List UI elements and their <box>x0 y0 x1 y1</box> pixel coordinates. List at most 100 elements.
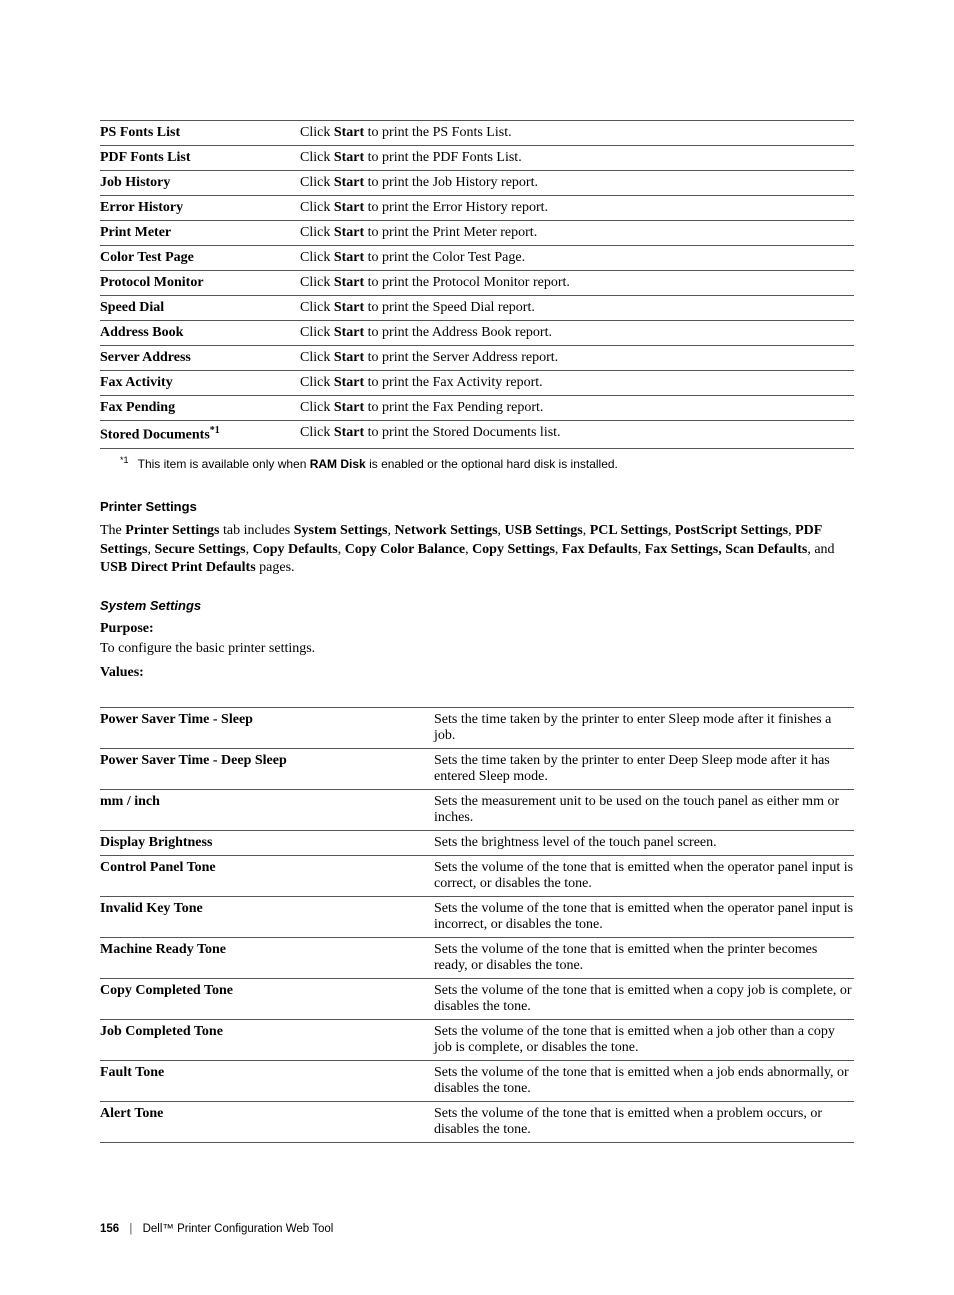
report-desc-post: to print the Stored Documents list. <box>364 425 560 440</box>
report-desc-pre: Click <box>300 250 334 265</box>
ps-t3: , <box>388 523 395 538</box>
settings-row: Job Completed ToneSets the volume of the… <box>100 1020 854 1061</box>
report-desc-bold: Start <box>334 400 364 415</box>
report-row: Fax PendingClick Start to print the Fax … <box>100 396 854 421</box>
purpose-label: Purpose: <box>100 621 854 637</box>
report-row-label: PS Fonts List <box>100 121 300 146</box>
report-desc-post: to print the Error History report. <box>364 200 548 215</box>
settings-row-desc: Sets the volume of the tone that is emit… <box>434 938 854 979</box>
report-desc-bold: Start <box>334 425 364 440</box>
ps-t12: , <box>555 542 562 557</box>
report-row-desc: Click Start to print the Color Test Page… <box>300 246 854 271</box>
settings-row-label: Alert Tone <box>100 1102 434 1143</box>
report-desc-post: to print the Fax Activity report. <box>364 375 542 390</box>
settings-row-label: Copy Completed Tone <box>100 979 434 1020</box>
settings-row: Copy Completed ToneSets the volume of th… <box>100 979 854 1020</box>
report-row: PDF Fonts ListClick Start to print the P… <box>100 146 854 171</box>
report-row-desc: Click Start to print the Error History r… <box>300 196 854 221</box>
ps-t5: , <box>583 523 590 538</box>
ps-t2: tab includes <box>220 523 294 538</box>
report-desc-pre: Click <box>300 200 334 215</box>
report-desc-bold: Start <box>334 275 364 290</box>
report-desc-bold: Start <box>334 225 364 240</box>
ps-b2: System Settings <box>294 523 388 538</box>
ps-b5: PCL Settings <box>590 523 668 538</box>
report-row: Address BookClick Start to print the Add… <box>100 321 854 346</box>
report-row-label: Color Test Page <box>100 246 300 271</box>
settings-row-label: Invalid Key Tone <box>100 897 434 938</box>
ps-b12: Fax Defaults <box>562 542 638 557</box>
report-row-label: Address Book <box>100 321 300 346</box>
system-settings-table: Power Saver Time - SleepSets the time ta… <box>100 707 854 1143</box>
settings-row-desc: Sets the time taken by the printer to en… <box>434 708 854 749</box>
settings-row: mm / inchSets the measurement unit to be… <box>100 790 854 831</box>
settings-row-desc: Sets the time taken by the printer to en… <box>434 749 854 790</box>
report-row: Job HistoryClick Start to print the Job … <box>100 171 854 196</box>
report-desc-post: to print the Job History report. <box>364 175 538 190</box>
report-table: PS Fonts ListClick Start to print the PS… <box>100 120 854 449</box>
report-desc-pre: Click <box>300 150 334 165</box>
report-row-desc: Click Start to print the Job History rep… <box>300 171 854 196</box>
report-desc-pre: Click <box>300 350 334 365</box>
report-desc-post: to print the PDF Fonts List. <box>364 150 522 165</box>
report-row-label: Fax Activity <box>100 371 300 396</box>
page-number: 156 <box>100 1223 119 1235</box>
settings-row-label: Power Saver Time - Sleep <box>100 708 434 749</box>
report-desc-post: to print the Protocol Monitor report. <box>364 275 570 290</box>
footnote-bold: RAM Disk <box>310 457 366 471</box>
ps-b8: Secure Settings <box>154 542 245 557</box>
settings-row-label: Power Saver Time - Deep Sleep <box>100 749 434 790</box>
ps-t4: , <box>498 523 505 538</box>
report-row-desc: Click Start to print the PS Fonts List. <box>300 121 854 146</box>
settings-row-label: Control Panel Tone <box>100 856 434 897</box>
report-row-label: Server Address <box>100 346 300 371</box>
ps-b11: Copy Settings <box>472 542 555 557</box>
settings-row-desc: Sets the volume of the tone that is emit… <box>434 1102 854 1143</box>
report-desc-bold: Start <box>334 250 364 265</box>
printer-settings-heading: Printer Settings <box>100 499 854 514</box>
ps-b4: USB Settings <box>505 523 583 538</box>
report-desc-pre: Click <box>300 125 334 140</box>
ps-b14: USB Direct Print Defaults <box>100 560 256 575</box>
report-row: Protocol MonitorClick Start to print the… <box>100 271 854 296</box>
report-row: Stored Documents*1Click Start to print t… <box>100 421 854 449</box>
settings-row-label: Job Completed Tone <box>100 1020 434 1061</box>
settings-row: Power Saver Time - Deep SleepSets the ti… <box>100 749 854 790</box>
footer-title: Dell™ Printer Configuration Web Tool <box>143 1223 334 1235</box>
ps-t1: The <box>100 523 125 538</box>
ps-t14: , and <box>807 542 834 557</box>
report-row-desc: Click Start to print the Stored Document… <box>300 421 854 449</box>
ps-b9: Copy Defaults <box>253 542 338 557</box>
report-row-label: Stored Documents*1 <box>100 421 300 449</box>
settings-row-desc: Sets the volume of the tone that is emit… <box>434 1020 854 1061</box>
report-row-desc: Click Start to print the Protocol Monito… <box>300 271 854 296</box>
report-desc-bold: Start <box>334 375 364 390</box>
report-desc-bold: Start <box>334 175 364 190</box>
values-label: Values: <box>100 665 854 681</box>
settings-row: Invalid Key ToneSets the volume of the t… <box>100 897 854 938</box>
report-row-label: PDF Fonts List <box>100 146 300 171</box>
report-desc-bold: Start <box>334 325 364 340</box>
report-footnote: *1 This item is available only when RAM … <box>100 449 854 471</box>
ps-t11: , <box>465 542 472 557</box>
report-desc-pre: Click <box>300 225 334 240</box>
ps-t9: , <box>246 542 253 557</box>
report-row-sup: *1 <box>210 425 220 436</box>
report-row: PS Fonts ListClick Start to print the PS… <box>100 121 854 146</box>
report-desc-pre: Click <box>300 400 334 415</box>
settings-row-desc: Sets the volume of the tone that is emit… <box>434 856 854 897</box>
settings-row-label: mm / inch <box>100 790 434 831</box>
report-row-desc: Click Start to print the Server Address … <box>300 346 854 371</box>
report-row-label: Error History <box>100 196 300 221</box>
page-footer: 156 | Dell™ Printer Configuration Web To… <box>100 1223 854 1235</box>
settings-row: Display BrightnessSets the brightness le… <box>100 831 854 856</box>
report-row: Speed DialClick Start to print the Speed… <box>100 296 854 321</box>
ps-t6: , <box>668 523 675 538</box>
report-desc-pre: Click <box>300 275 334 290</box>
report-desc-bold: Start <box>334 150 364 165</box>
report-row: Print MeterClick Start to print the Prin… <box>100 221 854 246</box>
report-row-label: Print Meter <box>100 221 300 246</box>
settings-row-desc: Sets the volume of the tone that is emit… <box>434 1061 854 1102</box>
ps-b1: Printer Settings <box>125 523 219 538</box>
ps-t13: , <box>638 542 645 557</box>
